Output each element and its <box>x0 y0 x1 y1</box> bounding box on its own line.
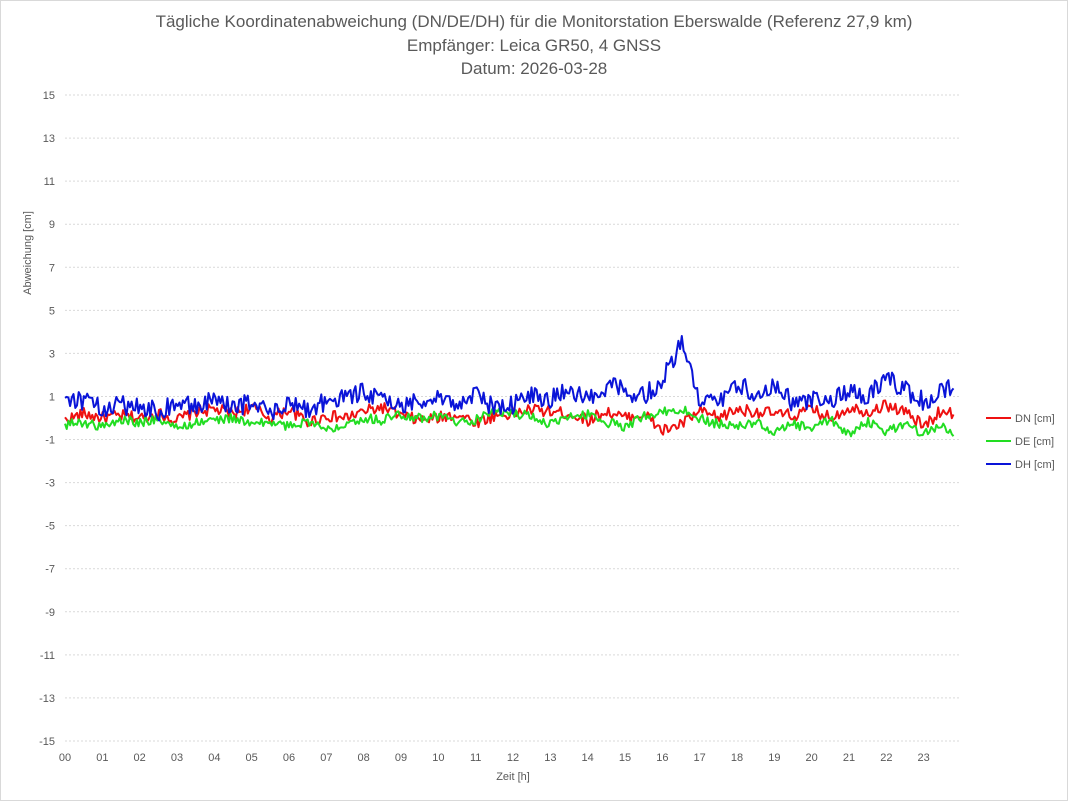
x-tick-label: 10 <box>432 752 444 764</box>
x-tick-label: 11 <box>470 752 481 764</box>
y-tick-label: -15 <box>39 736 55 748</box>
x-tick-label: 12 <box>507 752 519 764</box>
x-tick-label: 15 <box>619 752 631 764</box>
series-lines <box>64 335 955 438</box>
series-line-1 <box>64 399 955 436</box>
x-tick-label: 01 <box>96 752 108 764</box>
series-line-2 <box>64 405 955 438</box>
legend-label: DE [cm] <box>1015 436 1054 448</box>
legend-label: DH [cm] <box>1015 459 1055 471</box>
x-tick-label: 19 <box>768 752 780 764</box>
chart-subtitle-receiver: Empfänger: Leica GR50, 4 GNSS <box>406 36 662 55</box>
x-tick-label: 04 <box>208 752 220 764</box>
x-tick-labels: 00 01 02 03 04 05 06 07 08 09 10 11 12 13 14 15 16 17 18 19… <box>59 752 930 764</box>
x-tick-label: 05 <box>246 752 258 764</box>
x-tick-label: 17 <box>694 752 706 764</box>
y-tick-label: -7 <box>45 564 55 576</box>
x-tick-label: 16 <box>656 752 668 764</box>
x-tick-label: 03 <box>171 752 183 764</box>
y-tick-label: 13 <box>43 133 55 145</box>
y-tick-label: 11 <box>44 176 55 188</box>
x-tick-label: 00 <box>59 752 71 764</box>
y-tick-label: 9 <box>49 219 55 231</box>
y-tick-label: 3 <box>49 348 55 360</box>
x-tick-label: 13 <box>544 752 556 764</box>
y-tick-label: 5 <box>49 305 55 317</box>
chart-subtitle-date: Datum: 2026-03-28 <box>460 59 608 78</box>
y-tick-label: -9 <box>45 607 55 619</box>
x-tick-label: 07 <box>320 752 332 764</box>
x-tick-label: 02 <box>134 752 146 764</box>
y-tick-label: -5 <box>45 521 55 533</box>
x-tick-label: 06 <box>283 752 295 764</box>
x-axis-label: Zeit [h] <box>496 771 530 783</box>
x-tick-label: 23 <box>918 752 930 764</box>
y-tick-label: -3 <box>45 478 55 490</box>
chart-title: Tägliche Koordinatenabweichung (DN/DE/DH… <box>155 12 913 31</box>
x-tick-label: 18 <box>731 752 743 764</box>
y-tick-label: -11 <box>40 650 55 662</box>
y-tick-label: -1 <box>45 435 55 447</box>
y-tick-label: 1 <box>49 391 55 403</box>
legend: DN [cm] DE [cm] DH [cm] <box>986 413 1055 471</box>
legend-label: DN [cm] <box>1015 413 1055 425</box>
y-tick-label: 15 <box>43 90 55 102</box>
x-tick-label: 20 <box>806 752 818 764</box>
x-tick-label: 14 <box>582 752 594 764</box>
y-tick-label: -13 <box>39 693 55 705</box>
x-tick-label: 09 <box>395 752 407 764</box>
y-axis-label: Abweichung [cm] <box>22 211 34 295</box>
y-tick-labels: 15 13 11 9 7 5 3 1 -1 -3 -5 -7 -9 -11 -13 -15 <box>39 90 55 748</box>
series-line-3 <box>64 335 955 422</box>
grid-lines <box>65 94 961 742</box>
x-tick-label: 22 <box>880 752 892 764</box>
y-tick-label: 7 <box>49 262 55 274</box>
x-tick-label: 21 <box>843 752 855 764</box>
x-tick-label: 08 <box>358 752 370 764</box>
